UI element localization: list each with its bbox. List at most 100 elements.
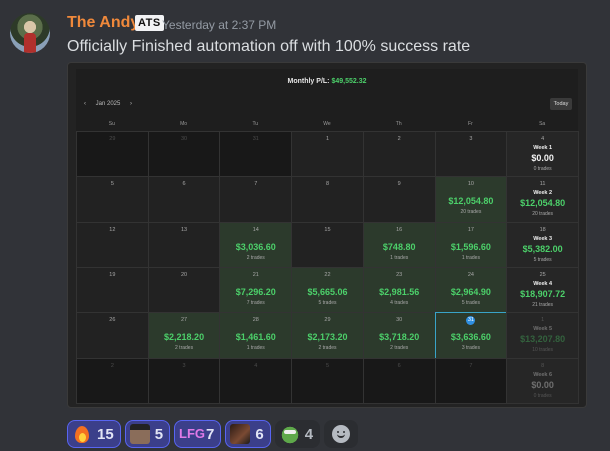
week-summary-cell: 1 Week 5 $13,207.80 10 trades	[506, 312, 579, 359]
trade-count: 1 trades	[246, 345, 265, 352]
trade-count: 3 trades	[461, 345, 480, 352]
day-cell: 12	[76, 221, 149, 268]
month-nav: ‹ Jan 2025 ›	[84, 101, 140, 107]
day-number: 2	[110, 362, 114, 369]
day-pl: $748.80	[382, 241, 416, 252]
custom-portrait-emoji-icon	[230, 424, 251, 444]
reaction-count: 4	[304, 425, 314, 443]
day-of-week-5: Fr	[468, 121, 473, 127]
day-number: 30	[180, 136, 188, 142]
week-pl: $0.00	[531, 379, 554, 390]
day-cell: 5	[76, 176, 149, 223]
day-cell: 24 $2,964.90 5 trades	[434, 267, 508, 314]
trade-count: 0 trades	[533, 392, 552, 399]
monthly-pl-value: $49,552.32	[331, 78, 367, 85]
day-cell: 13	[147, 221, 221, 268]
reaction-bar: 15 5 LFG 7 6 4	[67, 420, 359, 448]
day-cell: 8	[291, 176, 364, 223]
message-text: Officially Finished automation off with …	[67, 38, 471, 55]
day-pl: $1,461.60	[235, 332, 276, 343]
trade-count: 0 trades	[533, 166, 552, 172]
reaction-button[interactable]: 6	[225, 420, 271, 448]
day-number: 31	[466, 316, 476, 326]
day-number: 14	[252, 226, 259, 233]
reaction-count: 5	[154, 425, 164, 443]
trade-count: 2 trades	[175, 345, 194, 352]
day-cell: 29 $2,173.20 2 trades	[291, 312, 364, 359]
fire-emoji-icon	[72, 424, 92, 444]
day-number: 23	[396, 272, 403, 278]
day-number: 6	[182, 181, 186, 188]
day-cell: 9	[362, 176, 436, 223]
day-of-week-2: Tu	[252, 121, 259, 127]
day-pl: $2,173.20	[307, 332, 348, 343]
day-cell: 22 $5,665.06 5 trades	[291, 267, 364, 314]
day-number: 22	[324, 272, 331, 278]
day-cell: 17 $1,596.60 1 trades	[434, 221, 508, 268]
week-label: Week 2	[533, 190, 553, 197]
week-label: Week 4	[533, 281, 553, 287]
day-number: 5	[325, 362, 330, 369]
trade-count: 20 trades	[532, 211, 554, 218]
day-cell: 15	[291, 221, 364, 268]
trade-count: 1 trades	[390, 254, 409, 261]
week-label: Week 3	[533, 235, 553, 242]
reaction-button[interactable]: 15	[67, 420, 121, 448]
day-number: 20	[180, 272, 188, 278]
day-pl: $1,596.60	[450, 241, 491, 252]
day-number: 13	[180, 226, 188, 233]
add-reaction-button[interactable]	[324, 420, 359, 448]
custom-meme-emoji-icon	[129, 424, 150, 444]
reaction-button[interactable]: LFG 7	[174, 420, 222, 448]
day-number: 6	[397, 362, 401, 369]
prev-month-icon: ‹	[84, 101, 86, 107]
day-number: 19	[109, 272, 116, 278]
day-cell: 3	[147, 357, 221, 404]
day-number: 7	[254, 181, 258, 188]
day-number: 7	[469, 362, 473, 369]
day-number: 29	[324, 317, 331, 324]
day-cell: 4	[219, 357, 293, 404]
day-cell: 2	[76, 357, 149, 404]
today-button: Today	[550, 98, 572, 110]
username[interactable]: The Andy	[67, 14, 140, 31]
trade-count: 1 trades	[461, 254, 480, 261]
day-pl: $5,665.06	[307, 287, 348, 297]
day-of-week-4: Th	[395, 121, 402, 127]
day-cell: 31	[219, 131, 293, 178]
day-number: 26	[109, 317, 116, 324]
server-tag[interactable]: ATS	[135, 15, 164, 31]
day-number: 9	[397, 181, 401, 188]
week-pl: $13,207.80	[520, 334, 566, 345]
day-cell: 10 $12,054.80 20 trades	[434, 176, 508, 223]
day-number: 2	[397, 136, 401, 142]
trade-count: 2 trades	[246, 254, 265, 261]
day-cell: 30 $3,718.20 2 trades	[362, 312, 436, 359]
day-number: 3	[182, 362, 186, 369]
day-number: 3	[469, 136, 473, 142]
week-summary-cell: 4 Week 1 $0.00 0 trades	[506, 131, 579, 178]
image-attachment[interactable]: Monthly P/L: $49,552.32 ‹ Jan 2025 › Tod…	[67, 62, 587, 408]
day-number: 5	[110, 181, 114, 188]
day-number: 10	[467, 181, 474, 188]
trade-count: 21 trades	[532, 302, 554, 308]
calendar-grid: 29 30 31 1 2 3 4 Week 1 $0.00 0 trades 5 6 7 8 9 10 $12,…	[76, 131, 579, 404]
day-number: 8	[325, 181, 330, 188]
week-pl: $12,054.80	[520, 198, 566, 209]
trade-count: 5 trades	[461, 300, 480, 306]
avatar[interactable]	[10, 13, 50, 53]
reaction-button[interactable]: 4	[274, 420, 321, 448]
month-label: Jan 2025	[95, 101, 121, 107]
day-of-week-1: Mo	[180, 121, 188, 127]
reaction-count: 15	[97, 425, 114, 443]
week-label: Week 1	[533, 145, 553, 151]
reaction-button[interactable]: 5	[124, 420, 171, 448]
reaction-count: 7	[206, 425, 215, 443]
day-number: 15	[324, 226, 331, 233]
trade-count: 5 trades	[533, 256, 552, 263]
week-summary-cell: 8 Week 6 $0.00 0 trades	[506, 357, 579, 404]
day-cell: 26	[76, 312, 149, 359]
day-number: 31	[252, 136, 259, 142]
day-cell: 5	[291, 357, 364, 404]
week-summary-cell: 25 Week 4 $18,907.72 21 trades	[506, 267, 579, 314]
